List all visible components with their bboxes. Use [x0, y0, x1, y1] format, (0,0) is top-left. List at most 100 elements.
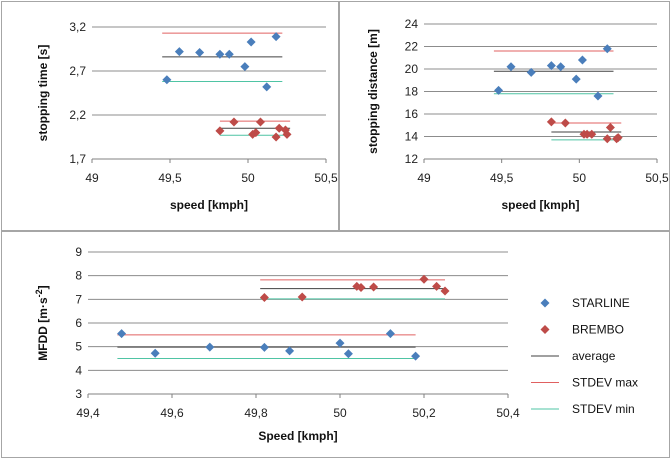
y-tick-label: 9 [75, 245, 82, 259]
brembo-point [419, 274, 429, 284]
x-tick-label: 50,4 [496, 406, 520, 420]
y-tick-label: 2,2 [69, 108, 86, 122]
y-tick-label: 22 [405, 40, 419, 54]
chart-2: 12 14 16 18 20 22 24 49 49,5 50 50,5 speed [kmph] st… [366, 17, 669, 212]
starline-point [577, 55, 587, 65]
starline-point [246, 37, 256, 47]
y-axis-label: MFDD [m·s-2] [34, 285, 50, 360]
legend-label: average [572, 349, 616, 363]
brembo-point [259, 292, 269, 302]
x-tick-label: 49,5 [158, 171, 182, 185]
brembo-point [251, 128, 261, 138]
brembo-point [255, 117, 265, 127]
brembo-point [605, 123, 615, 132]
y-tick-label: 3,2 [69, 20, 86, 34]
brembo-point [613, 133, 623, 143]
y-tick-label: 5 [75, 340, 82, 354]
brembo-point [560, 118, 570, 128]
brembo-point [582, 129, 592, 139]
starline-point [215, 49, 225, 59]
brembo-point [602, 134, 612, 144]
starline-point [526, 67, 536, 77]
x-axis-label: speed [kmph] [501, 198, 579, 212]
starline-point [506, 62, 516, 72]
y-tick-label: 7 [75, 292, 82, 306]
x-tick-label: 50,5 [645, 171, 669, 185]
brembo-point [587, 129, 597, 139]
brembo-point [229, 117, 239, 127]
x-tick-label: 50,5 [314, 171, 338, 185]
starline-point [271, 32, 281, 42]
y-tick-label: 18 [405, 85, 419, 99]
starline-point [546, 61, 556, 71]
y-tick-label: 14 [405, 130, 419, 144]
starline-point [285, 346, 295, 356]
y-tick-label: 6 [75, 316, 82, 330]
chart-1: 1,7 2,2 2,7 3,2 49 49,5 50 50,5 speed [kmph] stop… [36, 20, 338, 212]
legend-marker-starline [540, 298, 550, 308]
chart-3: 3 4 5 6 7 8 9 49,4 49,6 49,8 50 50,2 50,4 Speed [kmph… [34, 245, 520, 443]
x-tick-label: 49,4 [76, 406, 100, 420]
y-tick-label: 2,7 [69, 64, 86, 78]
brembo-point [546, 117, 556, 127]
legend-label: BREMBO [572, 323, 624, 337]
x-tick-label: 50 [241, 171, 255, 185]
x-tick-label: 50 [333, 406, 347, 420]
brembo-point [440, 286, 450, 296]
starline-point [571, 74, 581, 84]
y-tick-label: 16 [405, 107, 419, 121]
legend-label: STARLINE [572, 296, 630, 310]
legend-marker-brembo [540, 325, 550, 334]
starline-point [224, 49, 234, 59]
starline-point [343, 349, 353, 359]
x-tick-label: 49 [85, 171, 99, 185]
x-tick-label: 49 [417, 171, 431, 185]
starline-point [205, 342, 215, 352]
starline-point [335, 338, 345, 348]
brembo-point [369, 282, 379, 292]
legend-item-brembo: BREMBO [540, 323, 624, 337]
starline-point [556, 62, 566, 72]
starline-point [162, 75, 172, 85]
brembo-point [271, 132, 281, 142]
y-tick-label: 12 [405, 152, 419, 166]
starline-point [174, 47, 184, 57]
legend-label: STDEV min [572, 402, 635, 416]
starline-point [593, 91, 603, 101]
brembo-point [215, 126, 225, 136]
brembo-point [356, 283, 366, 292]
x-axis-label: speed [kmph] [170, 198, 248, 212]
legend-label: STDEV max [572, 376, 638, 390]
starline-point [150, 348, 160, 358]
legend-item-starline: STARLINE [540, 296, 630, 310]
x-tick-label: 49,8 [244, 406, 268, 420]
y-tick-label: 8 [75, 269, 82, 283]
x-axis-label: Speed [kmph] [258, 429, 337, 443]
y-tick-label: 1,7 [69, 152, 86, 166]
x-tick-label: 50,2 [412, 406, 436, 420]
brembo-point [432, 281, 442, 291]
legend-item-stdev-max: STDEV max [531, 376, 638, 390]
x-tick-label: 50 [573, 171, 587, 185]
starline-point [494, 85, 504, 95]
panel-frame-1 [1, 1, 339, 231]
brembo-point [297, 292, 307, 302]
y-tick-label: 24 [405, 17, 419, 31]
legend: STARLINE BREMBO average STDEV max STDEV min [531, 296, 638, 416]
x-tick-label: 49,5 [490, 171, 514, 185]
starline-point [602, 44, 612, 54]
y-axis-label: stopping distance [m] [366, 29, 380, 154]
starline-point [411, 351, 421, 361]
starline-point [385, 329, 395, 339]
starline-point [259, 342, 269, 352]
brembo-point [282, 129, 292, 139]
panel-frame-2 [339, 1, 670, 231]
legend-item-average: average [531, 349, 616, 363]
y-tick-label: 3 [75, 387, 82, 401]
x-tick-label: 49,6 [160, 406, 184, 420]
starline-point [262, 82, 272, 92]
y-tick-label: 20 [405, 62, 419, 76]
y-axis-label: stopping time [s] [36, 45, 50, 142]
